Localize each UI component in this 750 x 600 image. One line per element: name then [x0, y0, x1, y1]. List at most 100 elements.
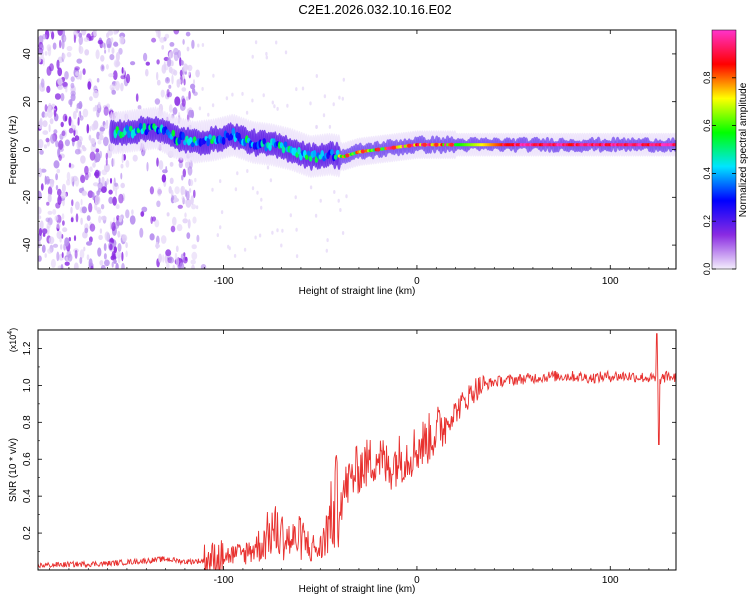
- spectrogram-noise-cell: [120, 172, 123, 180]
- spectrogram-noise-cell: [94, 169, 100, 179]
- spectrogram-noise-cell: [97, 39, 104, 45]
- spectrogram-noise-cell: [105, 157, 108, 166]
- spectrogram-noise-cell: [47, 186, 53, 196]
- spectrogram-noise-cell: [185, 190, 190, 201]
- spectrogram-noise-cell: [332, 102, 335, 107]
- spectrogram-noise-cell: [51, 103, 55, 108]
- spectrogram-noise-cell: [99, 127, 106, 132]
- spectrogram-noise-cell: [111, 47, 115, 55]
- spectrogram-noise-cell: [175, 245, 179, 253]
- spectrogram-noise-cell: [157, 187, 162, 197]
- spectrogram-noise-cell: [113, 30, 117, 35]
- spectrogram-noise-cell: [135, 93, 139, 102]
- spectrogram-noise-cell: [182, 218, 188, 224]
- spectrogram-noise-cell: [73, 262, 79, 269]
- spectrogram-noise-cell: [185, 161, 189, 168]
- spectrogram-ridge-cell: [206, 137, 210, 147]
- spectrogram-noise-cell: [273, 104, 276, 109]
- spectrogram-noise-cell: [47, 46, 52, 57]
- spectrogram-noise-cell: [56, 59, 60, 70]
- spectrogram-noise-cell: [60, 244, 63, 250]
- spectrogram-noise-cell: [256, 190, 259, 195]
- spectrogram-noise-cell: [246, 169, 249, 173]
- spectrogram-noise-cell: [83, 37, 90, 42]
- spectrogram-noise-cell: [231, 92, 234, 97]
- spectrogram-noise-cell: [86, 254, 90, 261]
- spectrogram-noise-cell: [146, 161, 149, 172]
- spectrogram-noise-cell: [182, 199, 187, 204]
- snr-scale-label: (x104): [7, 328, 18, 352]
- spectrogram-noise-cell: [88, 134, 92, 141]
- spectrogram-noise-cell: [191, 244, 197, 250]
- spectrogram-noise-cell: [40, 183, 44, 191]
- spectrogram-noise-cell: [172, 264, 176, 269]
- spectrogram-noise-cell: [80, 198, 83, 206]
- spectrogram-noise-cell: [193, 189, 196, 199]
- spectrogram-noise-cell: [114, 182, 118, 187]
- spectrogram-noise-cell: [38, 239, 41, 249]
- spectrogram-noise-cell: [52, 209, 57, 215]
- snr-y-tick-label: 0.6: [22, 452, 33, 466]
- spectrogram-noise-cell: [55, 173, 58, 181]
- snr-frame: [37, 329, 677, 571]
- spectrogram-noise-cell: [158, 253, 163, 263]
- spectrogram-noise-cell: [338, 95, 341, 100]
- spectrogram-noise-cell: [201, 43, 205, 47]
- spectrogram-noise-cell: [345, 194, 348, 199]
- spectrogram-noise-cell: [90, 143, 97, 153]
- spectrogram-noise-cell: [113, 259, 117, 264]
- spectrogram-noise-cell: [108, 73, 114, 78]
- spectrogram-noise-cell: [186, 232, 191, 240]
- spectrogram-noise-cell: [40, 168, 47, 173]
- spectrogram-noise-cell: [219, 179, 222, 184]
- spectrogram-noise-cell: [82, 190, 87, 196]
- spectrogram-noise-cell: [47, 109, 53, 119]
- spectrogram-peak-cell: [407, 143, 412, 148]
- spectrogram-noise-cell: [103, 124, 109, 129]
- spectrogram-noise-cell: [254, 235, 257, 240]
- spectrogram-noise-cell: [183, 252, 186, 257]
- spectrogram-noise-cell: [73, 235, 77, 242]
- spectrogram-noise-cell: [78, 32, 83, 38]
- spectrogram-noise-cell: [49, 178, 55, 188]
- spectrogram-noise-cell: [77, 117, 80, 126]
- snr-x-tick-label: 0: [414, 575, 420, 586]
- spectrogram-noise-cell: [326, 238, 329, 243]
- spectrogram-noise-cell: [112, 158, 116, 167]
- spectrogram-noise-cell: [190, 83, 196, 90]
- spectrogram-noise-cell: [39, 149, 44, 155]
- spectrogram-noise-cell: [62, 53, 66, 60]
- spectrogram-noise-cell: [47, 193, 52, 203]
- spectrogram-noise-cell: [79, 70, 82, 81]
- spectrogram-noise-cell: [38, 143, 42, 148]
- spectrogram-noise-cell: [233, 253, 237, 258]
- spectrogram-noise-cell: [78, 46, 84, 54]
- colorbar-tick-label: 0.8: [702, 72, 712, 85]
- spectrogram-noise-cell: [53, 109, 57, 117]
- spectrogram-noise-cell: [137, 105, 142, 110]
- spectrogram-noise-cell: [104, 231, 110, 241]
- spectrogram-noise-cell: [109, 177, 113, 184]
- spectrogram-noise-cell: [111, 89, 116, 95]
- spectrogram-noise-cell: [156, 71, 159, 81]
- snr-x-tick-label: -100: [214, 575, 234, 586]
- spectrogram-noise-cell: [96, 78, 100, 83]
- spectrogram-noise-cell: [185, 96, 190, 101]
- spectrogram-noise-cell: [168, 186, 172, 194]
- spectrogram-noise-cell: [97, 247, 102, 257]
- spectrogram-noise-cell: [129, 215, 136, 225]
- spectrogram-noise-cell: [130, 61, 136, 66]
- spectrogram-noise-cell: [295, 227, 298, 232]
- spectrogram-noise-cell: [86, 215, 91, 222]
- spectrogram-noise-cell: [155, 244, 161, 248]
- spectrogram-noise-cell: [154, 219, 160, 228]
- spectrogram-noise-cell: [325, 248, 328, 253]
- spectrogram-ridge-cell: [330, 149, 334, 156]
- spectrogram-ridge-cell: [171, 129, 176, 137]
- spectrogram-noise-cell: [104, 49, 107, 54]
- spectrogram-noise-cell: [132, 154, 138, 162]
- spectrogram-noise-cell: [154, 98, 161, 105]
- spectrogram-noise-cell: [92, 182, 99, 187]
- spectrogram-noise-cell: [81, 206, 88, 214]
- spectrogram-noise-cell: [286, 103, 289, 108]
